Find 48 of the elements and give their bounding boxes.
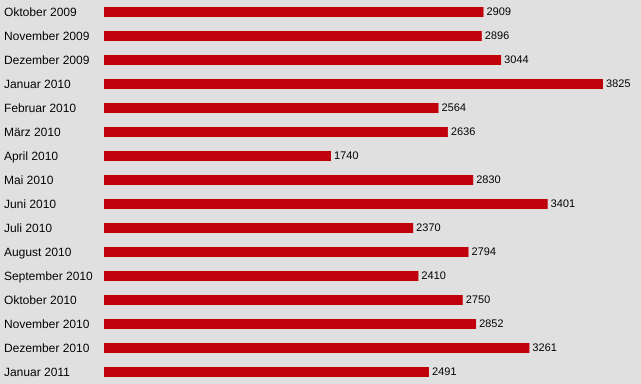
bar: [104, 271, 418, 281]
bar: [104, 103, 438, 113]
bar: [104, 31, 482, 41]
y-tick-label: Juni 2010: [4, 197, 56, 211]
data-label: 3261: [532, 342, 557, 354]
data-label: 1740: [334, 150, 358, 162]
data-label: 2491: [432, 366, 456, 378]
y-tick-label: Februar 2010: [4, 101, 76, 115]
bar: [104, 151, 331, 161]
data-label: 2852: [479, 318, 504, 330]
bar: [104, 127, 448, 137]
bar: [104, 247, 468, 257]
y-tick-label: Oktober 2009: [4, 5, 78, 19]
y-tick-label: April 2010: [4, 149, 58, 163]
y-tick-label: Juli 2010: [4, 221, 52, 235]
bar: [104, 343, 530, 353]
data-label: 2794: [472, 246, 496, 258]
y-tick-label: Januar 2010: [4, 77, 72, 91]
y-tick-label: November 2010: [4, 317, 90, 331]
y-tick-label: Mai 2010: [4, 173, 54, 187]
y-tick-label: September 2010: [4, 269, 94, 283]
data-label: 3401: [550, 198, 576, 210]
y-tick-label: März 2010: [4, 125, 62, 139]
data-label: 2896: [484, 30, 510, 42]
bar: [104, 55, 502, 65]
bar: [104, 7, 484, 17]
data-label: 2410: [421, 270, 446, 282]
bar: [104, 295, 463, 305]
y-tick-label: Januar 2011: [4, 365, 70, 379]
data-label: 2830: [476, 174, 501, 186]
data-label: 2909: [486, 6, 511, 18]
data-label: 2750: [466, 294, 490, 306]
bar: [104, 175, 474, 185]
bar: [104, 79, 603, 89]
bar: [104, 199, 548, 209]
y-tick-label: Oktober 2010: [4, 293, 78, 307]
data-label: 2564: [441, 102, 466, 114]
y-tick-label: Dezember 2009: [4, 53, 90, 67]
data-label: 3044: [504, 54, 529, 66]
y-tick-label: Dezember 2010: [4, 341, 90, 355]
bar: [104, 223, 414, 233]
y-tick-label: August 2010: [4, 245, 72, 259]
data-label: 2636: [450, 126, 476, 138]
data-label: 3825: [606, 78, 630, 90]
y-tick-label: November 2009: [4, 29, 90, 43]
data-label: 2370: [416, 222, 441, 234]
bar: [104, 319, 476, 329]
bar: [104, 367, 429, 377]
